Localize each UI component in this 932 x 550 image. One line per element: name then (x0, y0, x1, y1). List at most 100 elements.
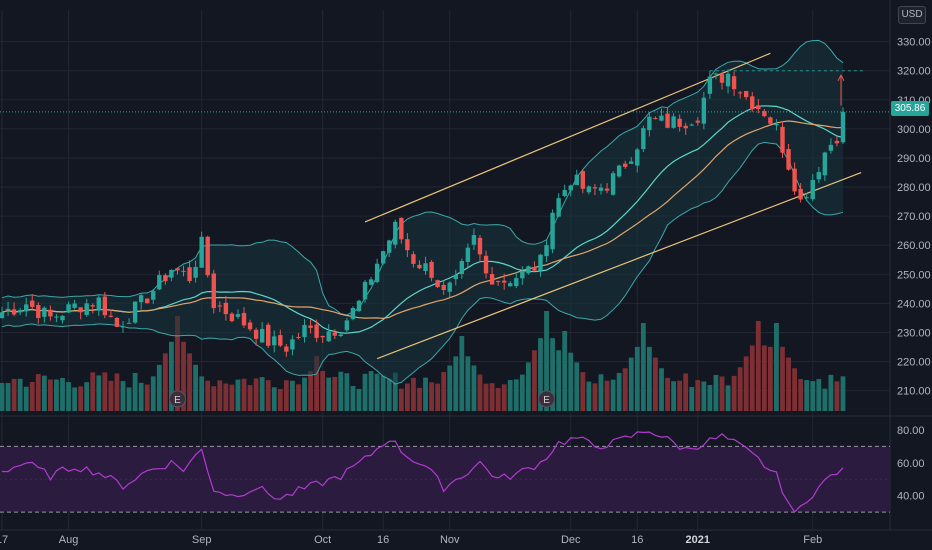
volume-bar (41, 375, 47, 411)
volume-bar (356, 388, 362, 411)
candle (580, 169, 586, 194)
volume-bar (755, 321, 761, 411)
volume-bar (659, 368, 664, 411)
candle (120, 321, 126, 333)
candle (241, 307, 247, 328)
candle (314, 319, 319, 343)
volume-bar (562, 331, 568, 411)
volume-bar (398, 388, 404, 411)
volume-bar (144, 384, 150, 411)
candle (701, 91, 707, 130)
volume-bar (277, 388, 283, 411)
volume-bar (211, 386, 217, 411)
candle (665, 107, 670, 129)
time-axis[interactable]: 17 Aug Sep Oct 16 Nov Dec 16 2021 Feb (0, 534, 822, 546)
candle (205, 235, 210, 278)
candle (284, 344, 289, 357)
volume-bar (404, 383, 410, 411)
price-tick-label: 250.00 (897, 269, 931, 281)
volume-bar (695, 380, 701, 411)
volume-bar (17, 378, 23, 411)
candle (387, 239, 392, 258)
volume-bar (169, 341, 174, 411)
volume-bar (743, 356, 749, 411)
candle (798, 183, 803, 203)
volume-bar (816, 379, 822, 411)
candle (592, 184, 598, 195)
time-tick-label: Aug (59, 534, 79, 546)
candle (356, 299, 362, 313)
price-tick-label: 300.00 (897, 124, 931, 136)
bollinger-upper (1, 39, 844, 316)
candle (24, 297, 29, 317)
candle (786, 143, 791, 171)
volume-bar (0, 382, 5, 411)
volume-bar (23, 386, 29, 411)
volume-bar (60, 378, 65, 411)
volume-bar (223, 383, 229, 411)
candle (447, 281, 452, 298)
volume-bar (411, 377, 416, 411)
volume-bar (731, 375, 737, 411)
volume-bar (326, 377, 332, 411)
volume-bar (610, 379, 616, 411)
candle (459, 258, 465, 279)
candle (36, 302, 41, 324)
volume-bar (713, 374, 719, 411)
volume-bar (181, 341, 186, 411)
candle (719, 72, 725, 90)
earnings-label: E (174, 395, 181, 406)
volume-bar (477, 374, 483, 411)
candle (520, 266, 525, 285)
time-tick-label: 16 (377, 534, 389, 546)
candle (0, 306, 5, 319)
volume-bar (193, 364, 199, 411)
candle (616, 164, 622, 178)
candle (737, 91, 743, 99)
time-tick-label: 2021 (686, 534, 710, 546)
candle (483, 250, 489, 279)
volume-bar (459, 336, 465, 411)
volume-bars (0, 311, 846, 411)
candle (762, 108, 767, 118)
volume-bar (634, 346, 640, 411)
volume-bar (362, 373, 368, 411)
volume-bar (840, 376, 846, 411)
candle (598, 183, 604, 195)
candle (508, 281, 513, 287)
earnings-marker[interactable]: E (168, 390, 186, 408)
volume-bar (229, 384, 235, 411)
volume-bar (368, 371, 374, 411)
candle (526, 265, 531, 275)
candle (477, 235, 483, 261)
volume-bar (241, 378, 247, 411)
trend-channel-lower[interactable] (376, 171, 862, 360)
candle (405, 233, 410, 258)
price-tick-label: 330.00 (897, 37, 931, 49)
candle (659, 108, 664, 122)
candle (635, 147, 640, 173)
volume-bar (719, 376, 725, 411)
volume-bar (707, 384, 713, 411)
candle (556, 193, 561, 218)
volume-bar (532, 350, 537, 411)
candle (756, 99, 761, 114)
candle (816, 166, 821, 184)
volume-bar (253, 378, 259, 411)
currency-button[interactable]: USD (898, 6, 926, 24)
candle (60, 315, 65, 324)
projection-arrow-head (837, 73, 845, 82)
time-tick-label: Nov (440, 534, 460, 546)
candle (11, 302, 17, 317)
candle (586, 185, 592, 195)
volume-bar (308, 370, 313, 411)
volume-bar (320, 370, 326, 411)
volume-bar (96, 375, 102, 411)
candle (5, 301, 11, 316)
volume-bar (265, 380, 271, 411)
price-axis[interactable]: 210.00 220.00 230.00 240.00 250.00 260.00 270.… (897, 37, 931, 503)
earnings-marker[interactable]: E (538, 390, 556, 408)
volume-bar (628, 357, 634, 411)
trend-channel-upper[interactable] (364, 52, 771, 223)
volume-bar (72, 387, 78, 411)
